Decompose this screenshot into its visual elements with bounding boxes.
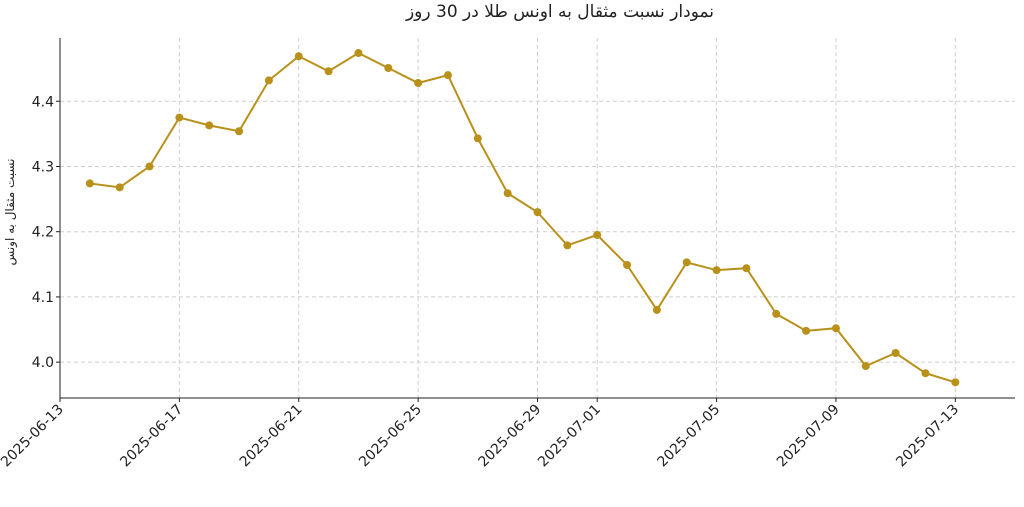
y-tick-label: 4.4 (32, 94, 54, 110)
point (861, 362, 870, 371)
point (682, 258, 691, 267)
point (921, 369, 930, 378)
x-tick-label: 2025-06-13 (0, 402, 67, 471)
point (533, 208, 542, 217)
y-tick-label: 4.2 (32, 225, 54, 241)
point (563, 241, 572, 250)
point (802, 326, 811, 335)
point (742, 264, 751, 273)
point (831, 324, 840, 333)
point (85, 179, 94, 188)
point (384, 64, 393, 72)
x-tick-label: 2025-06-21 (237, 402, 306, 471)
x-tick-label: 2025-07-05 (655, 402, 724, 471)
y-tick-label: 4.0 (32, 355, 54, 371)
point (354, 49, 363, 57)
point (294, 52, 303, 61)
point (503, 189, 512, 198)
y-tick-label: 4.3 (32, 159, 54, 175)
x-tick-label: 2025-07-01 (535, 402, 604, 471)
point (205, 121, 214, 130)
point (652, 305, 661, 314)
x-tick-label: 2025-07-09 (774, 402, 843, 471)
y-axis-label: نسبت مثقال به اونس (3, 159, 18, 266)
point (115, 183, 124, 192)
point (175, 113, 184, 122)
x-tick-label: 2025-06-17 (117, 402, 186, 471)
point (712, 266, 721, 275)
point (264, 76, 273, 85)
x-tick-label: 2025-07-13 (893, 402, 962, 471)
point (891, 349, 900, 357)
chart-title: نمودار نسبت مثقال به اونس طلا در 30 روز (405, 2, 714, 22)
point (473, 134, 482, 143)
x-tick-label: 2025-06-25 (356, 402, 425, 471)
point (235, 127, 244, 136)
y-tick-label: 4.1 (32, 290, 54, 306)
line (89, 51, 956, 384)
point (772, 309, 781, 318)
point (414, 79, 423, 87)
x-tick-label: 2025-06-29 (475, 402, 544, 471)
point (145, 162, 154, 171)
point (951, 378, 960, 387)
point (443, 71, 452, 80)
point (593, 230, 602, 239)
point (324, 67, 333, 76)
point (623, 260, 632, 269)
